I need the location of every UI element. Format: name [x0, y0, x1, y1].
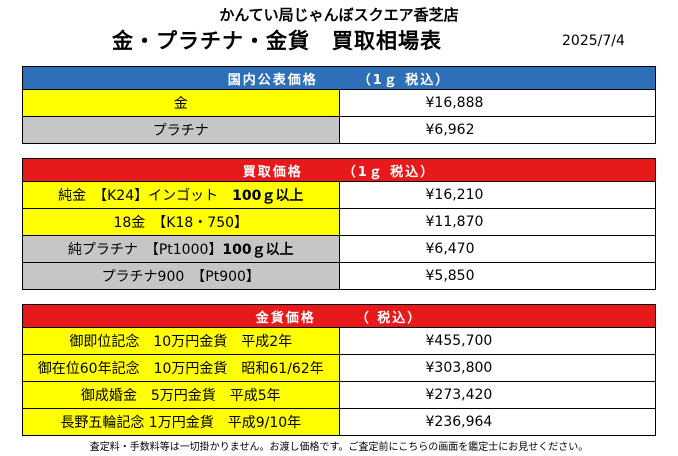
row-label-text: 純プラチナ 【Pt1000】 [67, 242, 223, 258]
row-label-emphasis: 100ｇ以上 [232, 188, 304, 204]
row-label-emphasis: 100ｇ以上 [222, 242, 294, 258]
table-row: 長野五輪記念 1万円金貨 平成9/10年 ¥236,964 [22, 408, 656, 436]
coin-header-main: 金貨価格 [255, 310, 316, 326]
table-row: 御即位記念 10万円金貨 平成2年 ¥455,700 [22, 327, 656, 355]
row-label: 純金 【K24】インゴット 100ｇ以上 [22, 181, 340, 209]
public-header-main: 国内公表価格 [227, 72, 318, 88]
table-row: プラチナ900 【Pt900】 ¥5,850 [22, 262, 656, 290]
row-price: ¥273,420 [338, 381, 656, 409]
row-label: 御即位記念 10万円金貨 平成2年 [22, 327, 340, 355]
row-label: 御在位60年記念 10万円金貨 昭和61/62年 [22, 354, 340, 382]
store-name: かんてい局じゃんぼスクエア香芝店 [219, 6, 459, 24]
coin-price-table: 金貨価格 （ 税込） 御即位記念 10万円金貨 平成2年 ¥455,700 御在位… [22, 304, 656, 436]
buy-price-table: 買取価格 （1ｇ 税込） 純金 【K24】インゴット 100ｇ以上 ¥16,210… [22, 158, 656, 290]
row-price: ¥16,210 [338, 181, 656, 209]
buy-price-header: 買取価格 （1ｇ 税込） [22, 158, 656, 182]
row-price: ¥5,850 [338, 262, 656, 290]
table-row: 18金 【K18・750】 ¥11,870 [22, 208, 656, 236]
row-label: 純プラチナ 【Pt1000】100ｇ以上 [22, 235, 340, 263]
row-label: プラチナ [22, 116, 340, 144]
row-label-text: 純金 【K24】インゴット [58, 188, 233, 204]
buy-header-sub: （1ｇ 税込） [342, 164, 436, 180]
table-row: 純金 【K24】インゴット 100ｇ以上 ¥16,210 [22, 181, 656, 209]
date: 2025/7/4 [562, 33, 625, 49]
row-label: 金 [22, 89, 340, 117]
row-price: ¥455,700 [338, 327, 656, 355]
row-label-text: プラチナ900 【Pt900】 [101, 269, 260, 285]
row-price: ¥11,870 [338, 208, 656, 236]
row-price: ¥6,962 [338, 116, 656, 144]
row-label: 御成婚金 5万円金貨 平成5年 [22, 381, 340, 409]
public-price-header: 国内公表価格 （1ｇ 税込） [22, 66, 656, 90]
coin-header-sub: （ 税込） [355, 310, 423, 326]
footer-note: 査定料・手数料等は一切掛かりません。お渡し価格です。ご査定前にこちらの画面を鑑定… [89, 442, 589, 453]
row-price: ¥6,470 [338, 235, 656, 263]
coin-price-header: 金貨価格 （ 税込） [22, 304, 656, 328]
row-label: 長野五輪記念 1万円金貨 平成9/10年 [22, 408, 340, 436]
page-title: 金・プラチナ・金貨 買取相場表 [112, 29, 442, 53]
row-label-text: 18金 【K18・750】 [113, 215, 249, 231]
table-row: 御在位60年記念 10万円金貨 昭和61/62年 ¥303,800 [22, 354, 656, 382]
table-row: 御成婚金 5万円金貨 平成5年 ¥273,420 [22, 381, 656, 409]
table-row: プラチナ ¥6,962 [22, 116, 656, 144]
row-label: プラチナ900 【Pt900】 [22, 262, 340, 290]
table-row: 純プラチナ 【Pt1000】100ｇ以上 ¥6,470 [22, 235, 656, 263]
public-header-sub: （1ｇ 税込） [357, 72, 451, 88]
row-price: ¥303,800 [338, 354, 656, 382]
public-price-table: 国内公表価格 （1ｇ 税込） 金 ¥16,888 プラチナ ¥6,962 [22, 66, 656, 144]
table-row: 金 ¥16,888 [22, 89, 656, 117]
row-price: ¥236,964 [338, 408, 656, 436]
row-label: 18金 【K18・750】 [22, 208, 340, 236]
buy-header-main: 買取価格 [242, 164, 303, 180]
row-price: ¥16,888 [338, 89, 656, 117]
